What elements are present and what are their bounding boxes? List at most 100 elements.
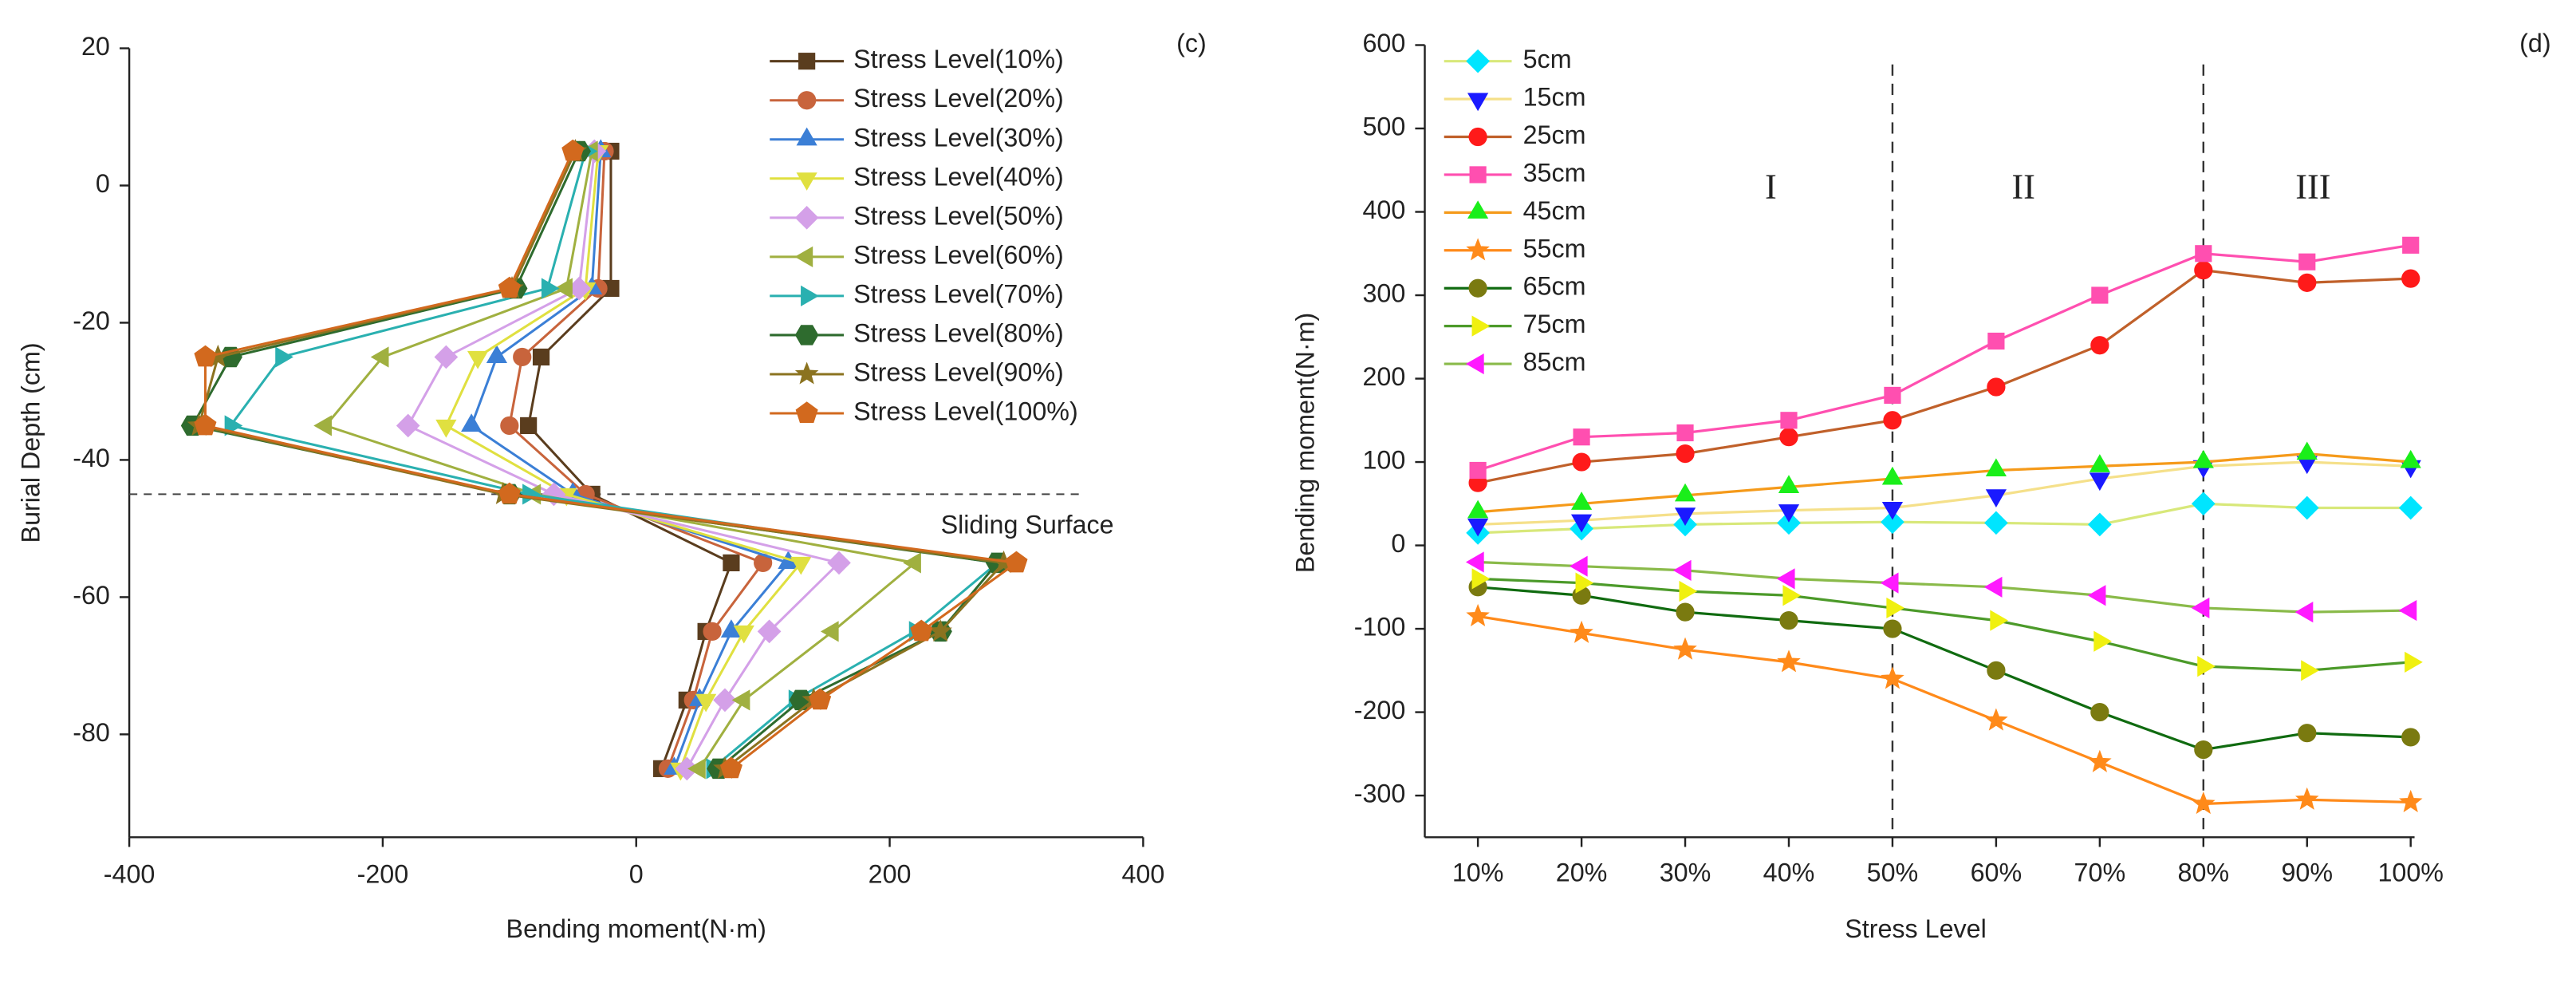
x-tick-label: -200 [357, 859, 409, 888]
marker [2398, 599, 2417, 622]
legend-label: Stress Level(90%) [853, 358, 1064, 387]
legend-marker [794, 205, 819, 230]
y-tick-label: 200 [1362, 362, 1405, 391]
marker [1983, 576, 2003, 598]
marker [561, 139, 585, 161]
legend-marker [1468, 127, 1487, 147]
marker [2089, 454, 2110, 472]
marker [1776, 568, 1795, 590]
marker [2191, 492, 2216, 516]
marker [2088, 749, 2112, 772]
marker [396, 413, 420, 438]
legend-marker [794, 325, 819, 345]
panel-label: (d) [2519, 29, 2550, 57]
marker [467, 350, 489, 369]
y-tick-label: -60 [73, 581, 110, 610]
marker [513, 347, 532, 367]
marker [1883, 411, 1902, 430]
legend-label: 55cm [1523, 234, 1586, 263]
marker [731, 689, 750, 711]
legend-label: 45cm [1523, 196, 1586, 225]
marker [703, 622, 722, 641]
marker [1570, 620, 1593, 643]
marker [1676, 444, 1695, 464]
legend-label: Stress Level(70%) [853, 279, 1064, 308]
legend-label: 65cm [1523, 272, 1586, 301]
y-tick-label: -80 [73, 718, 110, 747]
series-line [1477, 452, 2411, 514]
legend-marker [795, 401, 818, 423]
legend-marker [798, 91, 817, 110]
legend-marker [796, 172, 817, 191]
panel-label: (c) [1176, 29, 1207, 57]
marker [1674, 507, 1696, 526]
marker [2195, 245, 2212, 263]
marker [903, 552, 921, 574]
y-tick-label: 400 [1362, 195, 1405, 224]
legend-label: 75cm [1523, 310, 1586, 338]
marker [194, 345, 217, 367]
x-tick-label: 80% [2178, 858, 2230, 886]
marker [2091, 286, 2109, 304]
marker [2194, 740, 2213, 760]
marker [2194, 261, 2213, 280]
x-tick-label: 40% [1763, 858, 1815, 886]
marker [1467, 518, 1489, 537]
marker [2087, 585, 2106, 606]
marker [2402, 236, 2420, 254]
legend-label: 25cm [1523, 120, 1586, 149]
marker [1465, 551, 1484, 573]
x-tick-label: 100% [2377, 858, 2444, 886]
marker [1679, 580, 1698, 602]
marker [1570, 514, 1593, 533]
marker [486, 345, 508, 364]
marker [1674, 483, 1696, 502]
marker [2192, 792, 2216, 815]
marker [687, 758, 706, 780]
legend-label: Stress Level(100%) [853, 397, 1078, 426]
legend-marker [798, 53, 816, 70]
marker [1676, 424, 1694, 442]
marker [1575, 572, 1594, 594]
legend-label: Stress Level(80%) [853, 318, 1064, 347]
marker [275, 346, 293, 368]
marker [1466, 603, 1490, 626]
series-line [1478, 560, 2411, 614]
marker [370, 346, 389, 368]
legend-marker [1466, 238, 1490, 261]
marker [1570, 492, 1593, 510]
x-tick-label: 90% [2281, 858, 2333, 886]
marker [2298, 253, 2316, 270]
legend-marker [801, 285, 819, 307]
marker [1990, 610, 2009, 631]
marker [675, 756, 699, 781]
marker [2090, 702, 2109, 722]
region-label: II [2011, 166, 2035, 206]
x-tick-label: 50% [1867, 858, 1919, 886]
marker [1987, 377, 2006, 397]
marker [1984, 511, 2008, 535]
marker [2401, 728, 2420, 747]
marker [434, 345, 459, 369]
marker [1881, 466, 1904, 485]
marker [1883, 619, 1902, 638]
y-tick-label: 20 [81, 32, 110, 61]
marker [1467, 499, 1489, 519]
marker [723, 554, 740, 571]
series-line [1477, 586, 2411, 752]
series-line [444, 151, 803, 769]
marker [2093, 630, 2112, 652]
marker [2298, 724, 2317, 743]
marker [532, 348, 550, 366]
marker [2301, 660, 2319, 681]
marker [1880, 572, 1899, 594]
legend-marker [1468, 278, 1487, 298]
marker [733, 625, 754, 644]
marker [498, 482, 521, 504]
marker [2197, 655, 2216, 677]
y-tick-label: 500 [1362, 113, 1405, 141]
marker [2294, 495, 2319, 520]
x-tick-label: 20% [1556, 858, 1608, 886]
marker [498, 276, 521, 298]
